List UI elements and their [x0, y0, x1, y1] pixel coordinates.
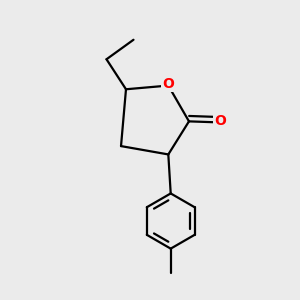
Text: O: O	[214, 114, 226, 128]
Text: O: O	[162, 77, 174, 91]
